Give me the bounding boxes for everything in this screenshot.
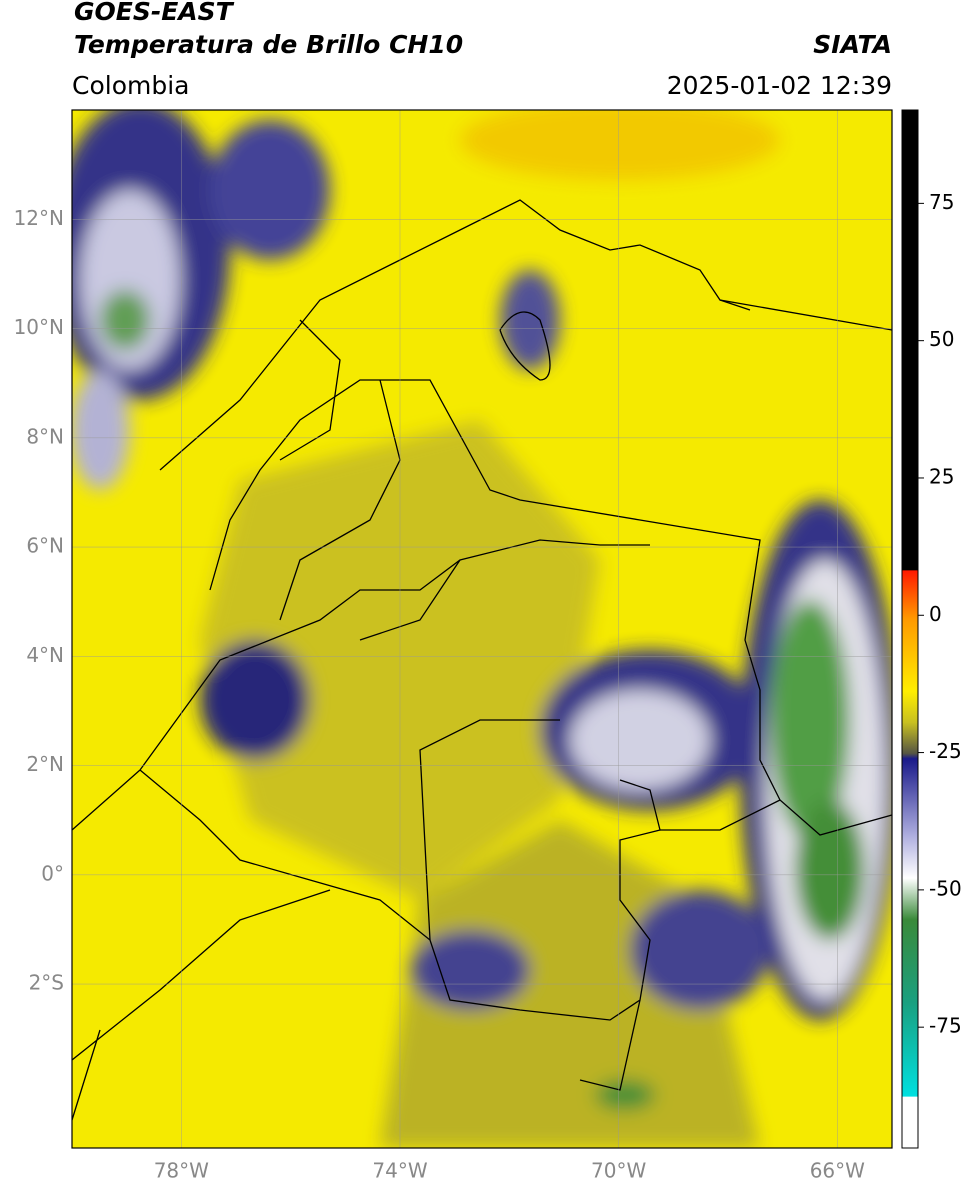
y-tick-label: 4°N	[26, 643, 64, 667]
y-tick-label: 8°N	[26, 424, 64, 448]
y-tick-label: 2°S	[29, 971, 64, 995]
y-tick-label: 12°N	[14, 206, 64, 230]
source: SIATA	[813, 30, 892, 59]
colorbar	[901, 109, 919, 1149]
y-tick-label: 0°	[41, 861, 64, 885]
title: GOES-EAST	[74, 0, 235, 26]
colorbar-tick-label: 75	[929, 190, 954, 214]
y-tick-label: 10°N	[14, 315, 64, 339]
y-tick-label: 2°N	[26, 752, 64, 776]
colorbar-tick-label: -50	[929, 876, 962, 900]
x-tick-label: 70°W	[591, 1159, 646, 1183]
grid	[72, 110, 892, 1148]
colorbar-tick-label: -25	[929, 739, 962, 763]
x-tick-label: 74°W	[372, 1159, 427, 1183]
y-tick-label: 6°N	[26, 534, 64, 558]
subtitle: Temperatura de Brillo CH10	[74, 30, 463, 59]
datetime: 2025-01-02 12:39	[667, 71, 892, 100]
x-tick-label: 66°W	[810, 1159, 865, 1183]
region: Colombia	[72, 71, 189, 100]
colorbar-tick-label: 50	[929, 327, 954, 351]
colorbar-tick-label: 0	[929, 602, 942, 626]
colorbar-tick-label: 25	[929, 464, 954, 488]
plot-frame	[71, 109, 893, 1149]
colorbar-tick-label: -75	[929, 1014, 962, 1038]
x-tick-label: 78°W	[154, 1159, 209, 1183]
satellite-image	[72, 110, 892, 1148]
